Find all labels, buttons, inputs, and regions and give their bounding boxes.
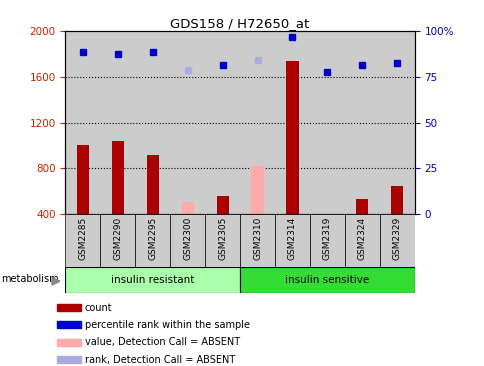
Bar [320, 214, 333, 217]
Bar [146, 155, 159, 214]
Bar [240, 31, 274, 214]
Bar [251, 166, 263, 214]
Bar [65, 267, 240, 293]
Bar [57, 339, 80, 346]
Text: GSM2300: GSM2300 [183, 217, 192, 260]
Bar [135, 31, 170, 214]
Bar [344, 214, 379, 267]
Text: metabolism: metabolism [1, 274, 59, 284]
Text: GSM2329: GSM2329 [392, 217, 401, 260]
Bar [309, 214, 344, 267]
Bar [65, 214, 100, 267]
Text: percentile rank within the sample: percentile rank within the sample [85, 320, 249, 330]
Bar [65, 31, 100, 214]
Bar [100, 214, 135, 267]
Bar [240, 267, 414, 293]
Bar [240, 214, 274, 267]
Bar [274, 31, 309, 214]
Text: insulin sensitive: insulin sensitive [285, 275, 369, 285]
Bar [286, 61, 298, 214]
Bar [100, 31, 135, 214]
Bar [379, 214, 414, 267]
Bar [76, 146, 89, 214]
Text: GSM2305: GSM2305 [218, 217, 227, 260]
Bar [205, 214, 240, 267]
Bar [57, 304, 80, 311]
Bar [379, 31, 414, 214]
Bar [205, 31, 240, 214]
Bar [135, 214, 170, 267]
Text: count: count [85, 303, 112, 313]
Bar [111, 141, 124, 214]
Bar [390, 186, 403, 214]
Bar [57, 356, 80, 363]
Bar [170, 31, 205, 214]
Bar [57, 321, 80, 328]
Bar [309, 31, 344, 214]
Text: GSM2319: GSM2319 [322, 217, 331, 260]
Text: GSM2314: GSM2314 [287, 217, 296, 260]
Bar [181, 202, 194, 214]
Bar [344, 31, 379, 214]
Text: rank, Detection Call = ABSENT: rank, Detection Call = ABSENT [85, 355, 235, 365]
Text: GSM2295: GSM2295 [148, 217, 157, 260]
Bar [170, 214, 205, 267]
Text: value, Detection Call = ABSENT: value, Detection Call = ABSENT [85, 337, 240, 347]
Text: GSM2324: GSM2324 [357, 217, 366, 260]
Text: insulin resistant: insulin resistant [111, 275, 194, 285]
Text: GSM2285: GSM2285 [78, 217, 87, 260]
Bar [274, 214, 309, 267]
Title: GDS158 / H72650_at: GDS158 / H72650_at [170, 17, 309, 30]
Text: GSM2310: GSM2310 [253, 217, 261, 260]
Text: GSM2290: GSM2290 [113, 217, 122, 260]
Bar [216, 196, 228, 214]
Bar [355, 199, 368, 214]
